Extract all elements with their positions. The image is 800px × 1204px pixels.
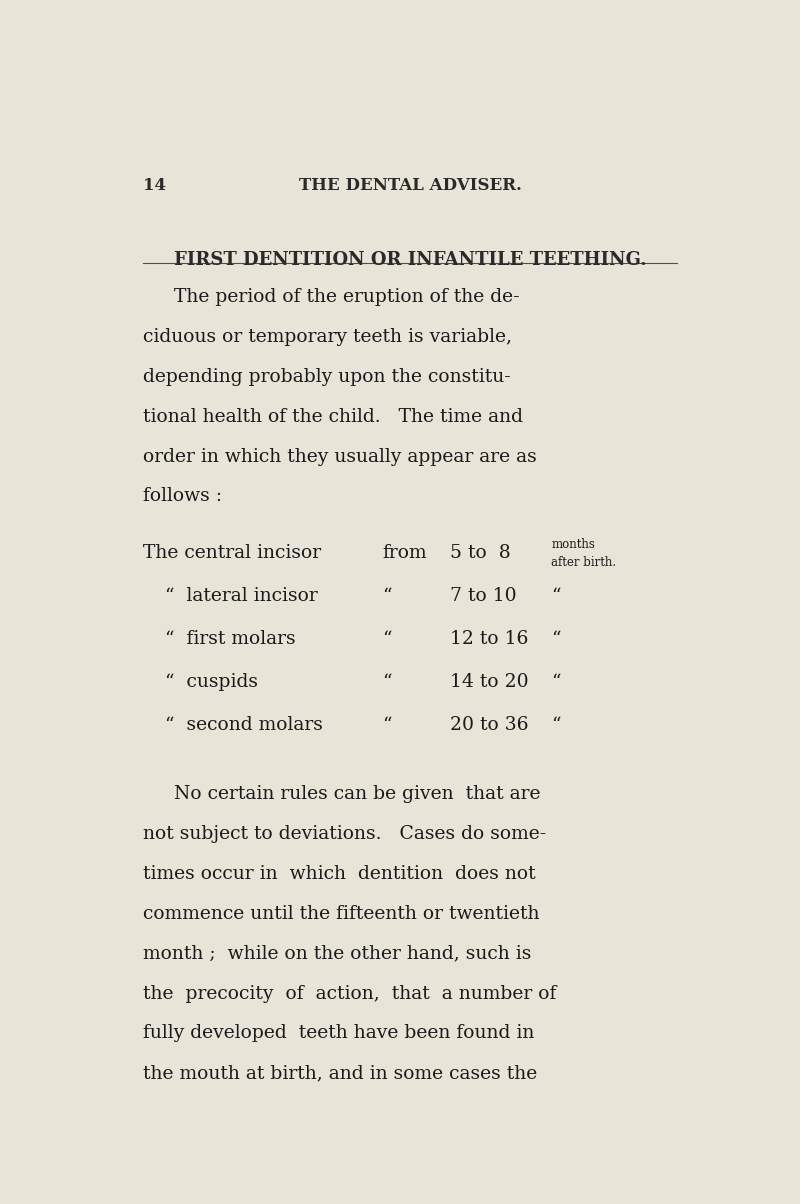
Text: month ;  while on the other hand, such is: month ; while on the other hand, such is [143, 945, 532, 963]
Text: 5 to  8: 5 to 8 [450, 544, 511, 562]
Text: “  lateral incisor: “ lateral incisor [165, 588, 318, 606]
Text: ciduous or temporary teeth is variable,: ciduous or temporary teeth is variable, [143, 327, 512, 346]
Text: “: “ [382, 588, 392, 606]
Text: “: “ [551, 716, 561, 734]
Text: follows :: follows : [143, 488, 222, 506]
Text: after birth.: after birth. [551, 556, 617, 569]
Text: The period of the eruption of the de-: The period of the eruption of the de- [174, 288, 520, 306]
Text: “: “ [382, 630, 392, 648]
Text: “: “ [382, 673, 392, 691]
Text: “: “ [382, 716, 392, 734]
Text: 14 to 20: 14 to 20 [450, 673, 529, 691]
Text: from: from [382, 544, 426, 562]
Text: the mouth at birth, and in some cases the: the mouth at birth, and in some cases th… [143, 1064, 538, 1082]
Text: 7 to 10: 7 to 10 [450, 588, 517, 606]
Text: fully developed  teeth have been found in: fully developed teeth have been found in [143, 1025, 534, 1043]
Text: “: “ [551, 673, 561, 691]
Text: not subject to deviations.   Cases do some-: not subject to deviations. Cases do some… [143, 825, 546, 843]
Text: “: “ [551, 630, 561, 648]
Text: 12 to 16: 12 to 16 [450, 630, 529, 648]
Text: “  second molars: “ second molars [165, 716, 323, 734]
Text: THE DENTAL ADVISER.: THE DENTAL ADVISER. [298, 177, 522, 194]
Text: “: “ [551, 588, 561, 606]
Text: No certain rules can be given  that are: No certain rules can be given that are [174, 785, 541, 803]
Text: order in which they usually appear are as: order in which they usually appear are a… [143, 448, 537, 466]
Text: “  cuspids: “ cuspids [165, 673, 258, 691]
Text: 14: 14 [143, 177, 166, 194]
Text: The central incisor: The central incisor [143, 544, 322, 562]
Text: depending probably upon the constitu-: depending probably upon the constitu- [143, 368, 511, 386]
Text: tional health of the child.   The time and: tional health of the child. The time and [143, 408, 523, 426]
Text: 20 to 36: 20 to 36 [450, 716, 529, 734]
Text: the  precocity  of  action,  that  a number of: the precocity of action, that a number o… [143, 985, 557, 1003]
Text: times occur in  which  dentition  does not: times occur in which dentition does not [143, 864, 536, 883]
Text: commence until the fifteenth or twentieth: commence until the fifteenth or twentiet… [143, 905, 540, 923]
Text: months: months [551, 538, 595, 551]
Text: “  first molars: “ first molars [165, 630, 296, 648]
Text: FIRST DENTITION OR INFANTILE TEETHING.: FIRST DENTITION OR INFANTILE TEETHING. [174, 252, 646, 270]
